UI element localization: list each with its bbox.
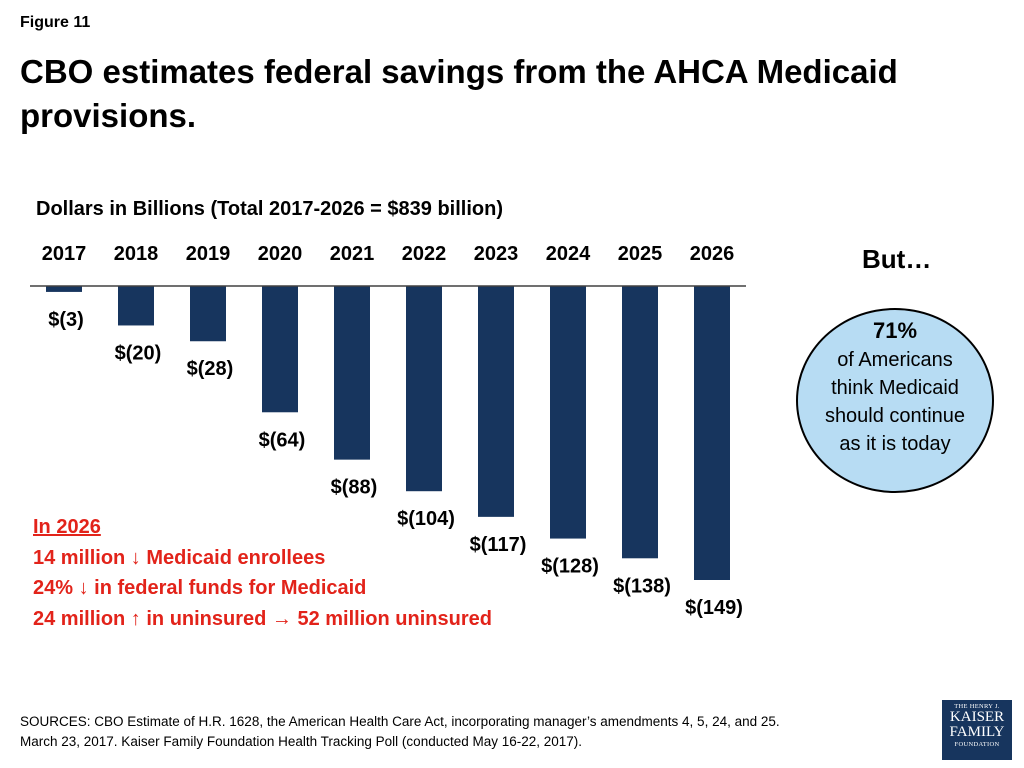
poll-description: of Americans think Medicaid should conti…: [798, 346, 992, 458]
logo-line: THE HENRY J.: [954, 703, 1000, 710]
data-label-2023: $(117): [470, 534, 527, 556]
data-label-2025: $(138): [613, 575, 671, 597]
bar-2019: [190, 286, 226, 342]
chart-title: CBO estimates federal savings from the A…: [20, 53, 898, 134]
data-label-2020: $(64): [259, 429, 306, 451]
data-label-2017: $(3): [48, 309, 84, 331]
sources-line: SOURCES: CBO Estimate of H.R. 1628, the …: [20, 714, 780, 729]
data-label-2026: $(149): [685, 597, 743, 619]
data-label-2022: $(104): [397, 508, 455, 530]
sources-line: March 23, 2017. Kaiser Family Foundation…: [20, 734, 583, 749]
sources-note: SOURCES: CBO Estimate of H.R. 1628, the …: [20, 712, 920, 752]
poll-callout-bubble: 71% of Americans think Medicaid should c…: [796, 308, 994, 493]
chart-subtitle: Dollars in Billions (Total 2017-2026 = $…: [36, 198, 504, 220]
data-label-2019: $(28): [187, 358, 234, 380]
tick-label-2026: 2026: [690, 243, 735, 265]
bar-2017: [46, 286, 82, 292]
bar-2020: [262, 286, 298, 413]
bar-2025: [622, 286, 658, 559]
data-label-2021: $(88): [331, 477, 378, 499]
poll-percent: 71%: [872, 318, 918, 343]
tick-label-2024: 2024: [546, 243, 591, 265]
figure-label: Figure 11: [20, 14, 91, 31]
tick-label-2018: 2018: [114, 243, 159, 265]
tick-label-2020: 2020: [258, 243, 303, 265]
impact-note-heading: In 2026: [33, 516, 101, 538]
tick-label-2025: 2025: [618, 243, 663, 265]
but-label: But…: [862, 244, 932, 274]
tick-label-2019: 2019: [186, 243, 231, 265]
tick-label-2021: 2021: [330, 243, 375, 265]
impact-note-line: 24% ↓ in federal funds for Medicaid: [33, 577, 367, 599]
data-label-2018: $(20): [115, 342, 162, 364]
bar-2018: [118, 286, 154, 326]
kff-logo: THE HENRY J. KAISER FAMILY FOUNDATION: [942, 700, 1012, 760]
logo-line: FAMILY: [949, 724, 1005, 740]
poll-line: think Medicaid: [831, 377, 959, 399]
bar-2021: [334, 286, 370, 460]
bar-2026: [694, 286, 730, 580]
logo-line: FOUNDATION: [954, 741, 1000, 748]
data-label-2024: $(128): [541, 556, 599, 578]
tick-label-2023: 2023: [474, 243, 519, 265]
bar-2022: [406, 286, 442, 492]
logo-line: KAISER: [949, 709, 1005, 725]
poll-line: should continue: [824, 405, 966, 427]
bar-2023: [478, 286, 514, 517]
tick-label-2022: 2022: [402, 243, 447, 265]
bar-2024: [550, 286, 586, 539]
poll-line: as it is today: [839, 433, 951, 455]
poll-line: of Americans: [837, 349, 953, 371]
impact-note-line: 24 million ↑ in uninsured → 52 million u…: [33, 607, 492, 630]
impact-note-line: 14 million ↓ Medicaid enrollees: [33, 546, 326, 569]
impact-note: In 2026 14 million ↓ Medicaid enrollees …: [33, 512, 503, 634]
tick-label-2017: 2017: [42, 243, 87, 265]
